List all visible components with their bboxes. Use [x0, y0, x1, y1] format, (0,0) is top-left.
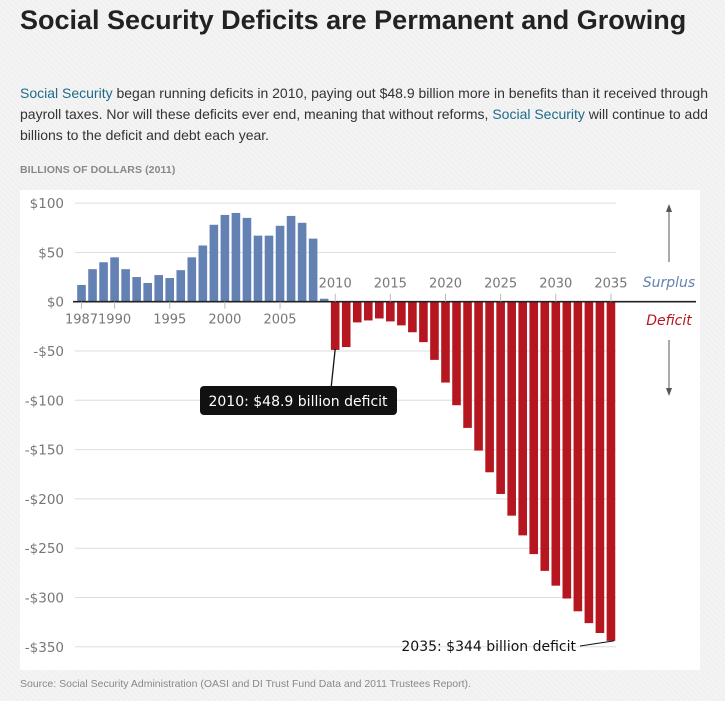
surplus-bar-1990 [110, 257, 119, 302]
y-tick-label: $50 [38, 245, 64, 261]
intro-text-2: will continue to add billions to the def… [20, 106, 708, 143]
y-tick-label: -$300 [25, 591, 64, 607]
social-security-link-2[interactable]: Social Security [492, 106, 585, 122]
surplus-bar-1998 [198, 245, 208, 302]
page-title: Social Security Deficits are Permanent a… [20, 5, 687, 35]
deficit-bar-2018 [419, 301, 428, 343]
surplus-legend-label: Surplus [643, 275, 695, 291]
deficit-bar-2022 [463, 301, 472, 428]
x-tick-label: 2030 [539, 277, 572, 292]
y-tick-label: $100 [30, 196, 64, 212]
x-tick-label: 1995 [153, 313, 186, 328]
surplus-bar-1992 [132, 277, 141, 302]
deficit-bar-2028 [529, 301, 539, 555]
x-tick-label: 2010 [319, 277, 352, 292]
deficit-bar-2025 [496, 301, 505, 494]
x-tick-label: 2020 [429, 277, 462, 292]
surplus-bar-1995 [165, 278, 175, 302]
annotations: 2010: $48.9 billion deficit 2035: $344 b… [200, 348, 615, 655]
surplus-bar-1987 [77, 284, 86, 302]
social-security-link-1[interactable]: Social Security [20, 85, 113, 101]
deficit-bar-2023 [474, 301, 483, 451]
bars [77, 212, 616, 641]
y-tick-label: -$50 [33, 344, 64, 360]
surplus-bar-1996 [176, 270, 186, 302]
deficit-bar-2020 [441, 301, 450, 383]
surplus-bar-2001 [231, 212, 241, 302]
x-tick-label: 2005 [263, 313, 296, 328]
surplus-bar-2008 [308, 238, 318, 302]
units-label: BILLIONS OF DOLLARS (2011) [20, 164, 176, 176]
deficit-bar-2017 [408, 301, 417, 333]
up-arrow-icon [666, 204, 672, 212]
annotation-2010-box [200, 386, 397, 415]
surplus-bar-2009 [319, 298, 329, 302]
y-axis-labels: $100 $50 $0 -$50 -$100 -$150 -$200 -$250 -$300 -$… [25, 196, 64, 656]
deficit-bar-2034 [595, 301, 605, 633]
surplus-bar-1988 [88, 269, 97, 302]
surplus-bar-2005 [275, 225, 285, 302]
y-tick-label: -$250 [25, 541, 64, 557]
deficit-bar-2027 [518, 301, 527, 536]
surplus-bar-1993 [143, 282, 152, 302]
y-tick-label: -$100 [25, 393, 64, 409]
surplus-bar-2000 [220, 214, 230, 302]
legend: Surplus Deficit [643, 204, 695, 396]
y-tick-label: -$350 [25, 640, 64, 656]
surplus-bar-2003 [253, 235, 263, 302]
surplus-bar-2002 [242, 217, 252, 302]
x-tick-label: 1990 [98, 313, 131, 328]
deficit-bar-2014 [375, 301, 384, 319]
deficit-bar-2024 [485, 301, 494, 473]
surplus-bar-1999 [209, 224, 219, 302]
surplus-bar-2006 [286, 215, 296, 302]
deficit-bar-2011 [341, 301, 351, 348]
x-tick-label: 1987 [65, 313, 98, 328]
surplus-bar-2007 [297, 222, 307, 302]
deficit-bar-2015 [386, 301, 395, 322]
source-note: Source: Social Security Administration (… [20, 678, 471, 690]
deficit-bar-2033 [584, 301, 594, 624]
x-axis: 1987 1990 1995 2000 2005 2010 2015 2020 2025 2030… [65, 277, 696, 328]
annotation-2010-text: 2010: $48.9 billion deficit [208, 394, 388, 410]
intro-paragraph: Social Security began running deficits i… [20, 83, 710, 146]
deficit-bar-2030 [551, 301, 561, 586]
annotation-2035-text: 2035: $344 billion deficit [401, 639, 576, 655]
deficit-bar-2035 [606, 301, 616, 641]
y-tick-label: $0 [47, 295, 64, 311]
deficit-bar-2029 [540, 301, 550, 571]
y-tick-label: -$200 [25, 492, 64, 508]
down-arrow-icon [666, 388, 672, 396]
surplus-bar-1989 [99, 262, 108, 302]
chart-panel: $100 $50 $0 -$50 -$100 -$150 -$200 -$250 -$300 -$… [20, 190, 700, 670]
deficit-bar-2021 [452, 301, 461, 406]
deficit-bar-2031 [562, 301, 572, 599]
deficit-bar-2016 [397, 301, 406, 326]
y-tick-label: -$150 [25, 443, 64, 459]
deficit-bar-2010 [330, 301, 340, 350]
annotation-2035-leader [579, 640, 615, 647]
deficit-bar-2013 [363, 301, 373, 321]
deficit-bar-2012 [352, 301, 362, 323]
x-tick-label: 2015 [374, 277, 407, 292]
deficit-bar-2026 [507, 301, 516, 516]
deficit-bar-2019 [430, 301, 439, 360]
x-tick-label: 2035 [594, 277, 627, 292]
intro-text-1: began running deficits in 2010, paying o… [20, 85, 708, 122]
deficit-legend-label: Deficit [646, 313, 692, 329]
deficit-chart: $100 $50 $0 -$50 -$100 -$150 -$200 -$250 -$300 -$… [25, 196, 696, 656]
x-tick-label: 2025 [484, 277, 517, 292]
annotation-2010-leader [330, 348, 336, 388]
surplus-bar-1997 [187, 257, 197, 302]
deficit-bar-2032 [573, 301, 583, 612]
surplus-bar-2004 [264, 235, 274, 302]
surplus-bar-1991 [121, 269, 130, 302]
x-tick-label: 2000 [208, 313, 241, 328]
surplus-bar-1994 [154, 275, 164, 302]
